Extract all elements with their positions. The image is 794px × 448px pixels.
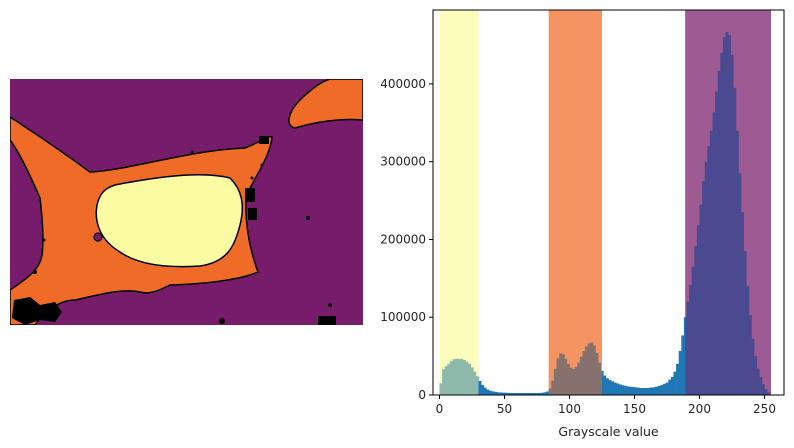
x-axis-label: Grayscale value [558,424,659,439]
histogram-bar [491,391,495,395]
histogram-bar [611,381,614,395]
histogram-bar [507,392,510,395]
histogram-bar [637,387,640,395]
histogram-bar [616,383,620,395]
x-tick-label: 250 [753,402,776,416]
x-tick-label: 100 [558,402,581,416]
histogram-bar [494,391,497,395]
histogram-bar [647,387,651,395]
histogram-bar [517,393,521,395]
histogram-bar [499,392,503,395]
histogram-bar [660,385,664,395]
histogram-bar [538,392,542,395]
histogram-bar [655,386,659,395]
histogram-bar [670,376,674,395]
segment-mid-corner-region [288,79,363,129]
histogram-bar [626,386,630,395]
threshold-band-overlays [439,10,771,395]
histogram-bar [527,393,531,395]
histogram-bar [543,392,547,395]
histogram-bar [631,387,635,395]
histogram-bar [481,384,484,395]
histogram-bar [530,393,534,395]
histogram-bar [535,393,539,395]
histogram-bar [540,392,544,395]
segmentation-image-panel [10,79,363,325]
x-axis-ticks: 0 50 100 150 200 250 [436,395,776,416]
histogram-bar [629,386,633,395]
histogram-bar [676,363,679,395]
histogram-bar [525,393,529,395]
histogram-bar [478,381,482,395]
histogram-bar [514,393,518,395]
histogram-bar [621,385,625,395]
histogram-bar [509,393,513,395]
histogram-bar [663,383,666,395]
histogram-bar [603,375,607,395]
histogram-bar [613,382,617,395]
histogram-bar [605,378,609,395]
band-low-overlay [439,10,479,395]
x-tick-label: 200 [688,402,711,416]
histogram-bar [681,335,685,395]
histogram-bar [644,388,648,395]
histogram-bar [501,392,505,395]
histogram-bar [546,391,549,395]
histogram-bar [665,382,669,395]
plot-frame [432,9,785,396]
histogram-bar [642,388,646,395]
histogram-bar [678,350,682,395]
x-tick-label: 50 [497,402,512,416]
histogram-bar [668,379,672,395]
histogram-bar [483,387,487,395]
y-tick-label: 0 [418,388,426,402]
contour-specks [12,136,336,325]
histogram-bar [634,387,638,395]
histogram-bar [652,387,656,395]
histogram-bar [496,392,500,395]
y-axis-ticks: 0 100000 200000 300000 400000 [380,77,433,402]
histogram-bar [618,384,622,395]
y-tick-label: 400000 [380,77,426,91]
band-high-overlay [685,10,771,395]
histogram-bar [520,393,523,395]
histogram-bar [512,393,516,395]
histogram-bar [673,371,677,395]
x-tick-label: 150 [623,402,646,416]
y-tick-label: 200000 [380,232,426,246]
histogram-bar [624,385,627,395]
histogram-panel: 0 50 100 150 200 250 0 100000 200000 300000 40000… [380,9,785,439]
histogram-bar [486,389,490,395]
y-tick-label: 300000 [380,155,426,169]
x-tick-label: 0 [436,402,444,416]
histogram-bar [504,392,508,395]
histogram-bar [650,387,653,395]
histogram-bar [522,393,526,395]
histogram-bar [600,370,604,395]
band-mid-overlay [548,10,602,395]
histogram-bar [639,388,643,395]
histogram-bar [533,393,536,395]
histogram-bar [488,390,492,395]
histogram-bar [608,380,612,395]
y-tick-label: 100000 [380,310,426,324]
segment-bright-region [95,173,243,268]
histogram-bar [657,385,661,395]
